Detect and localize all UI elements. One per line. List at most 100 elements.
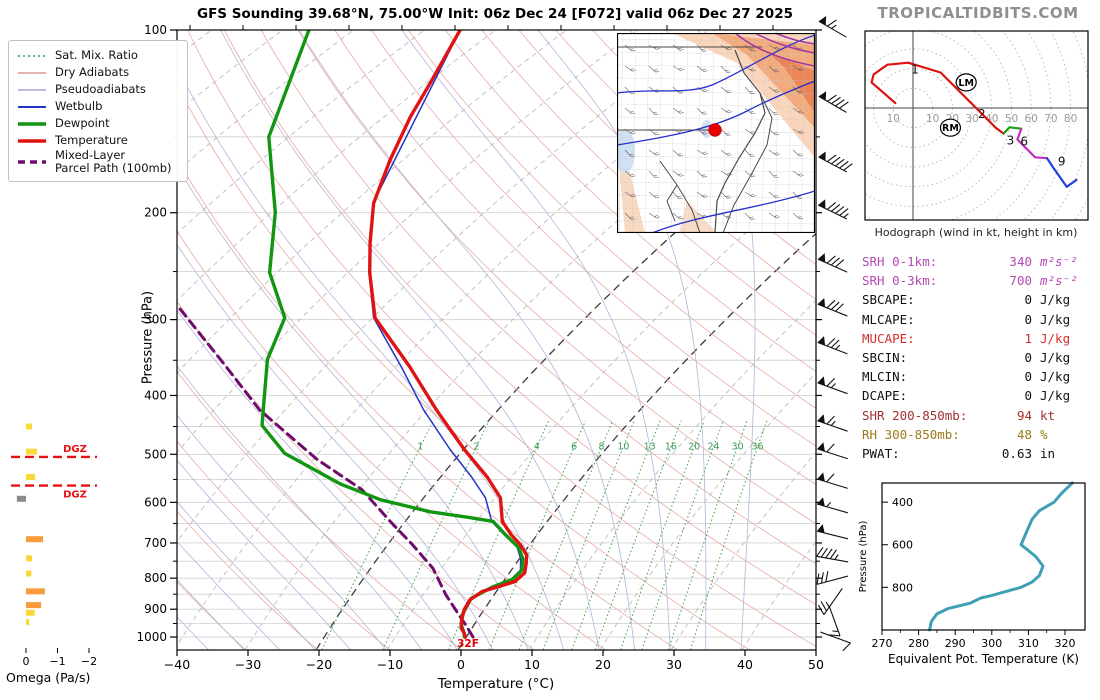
legend: Sat. Mix. Ratio Dry Adiabats Pseudoadiabat… [8,40,188,183]
stat-label: RH 300-850mb: [862,426,960,442]
stat-label: SHR 200-850mb: [862,407,968,423]
legend-item: Temperature [17,132,179,149]
stat-label: MLCIN: [862,369,908,385]
stat-label: SRH 0-3km: [862,273,938,289]
temperature-axis: −40 −30 −20 −10 0 10 20 30 40 50 Temperature (°C) [164,25,824,692]
stat-value: 0 [1024,311,1032,327]
legend-swatch-thin-salmon [18,71,46,74]
stat-row-rh-300-850mb: RH 300-850mb: 48% [862,425,1078,444]
dgz-markers: DGZ DGZ [11,444,97,501]
svg-text:10: 10 [926,113,939,125]
svg-text:10: 10 [617,442,629,453]
hodograph-caption: Hodograph (wind in kt, height in km) [874,226,1078,239]
omega-panel: 0 −1 −2 Omega (Pa/s) [6,423,97,685]
height-label-9: 9 [1058,154,1066,168]
surface-temp-label: 32F [457,638,479,650]
svg-text:300: 300 [144,313,167,327]
dewpoint-curve [260,30,525,639]
wind-barb [817,472,848,489]
svg-text:40: 40 [985,113,998,125]
legend-label: Dewpoint [55,115,110,130]
pressure-axis-title: Pressure (hPa) [140,290,156,385]
svg-text:900: 900 [144,602,167,616]
svg-text:DGZ: DGZ [63,444,87,455]
hodo-frame [864,30,1089,221]
svg-text:400: 400 [144,388,167,402]
stat-unit: J/kg [1040,330,1071,346]
svg-text:16: 16 [665,442,677,453]
svg-text:600: 600 [144,495,167,509]
wind-barb [817,376,848,395]
stat-unit: % [1040,426,1048,442]
wind-barb [817,297,848,317]
legend-swatch-thin-lavender [18,88,46,91]
stat-unit: kt [1040,407,1056,423]
wind-barb [820,631,851,652]
hodograph-panel: 10102030405060708012369LMRM [864,30,1089,221]
stat-row-sbcape: SBCAPE: 0 J/kg [862,290,1078,309]
page-title: GFS Sounding 39.68°N, 75.00°W Init: 06z … [197,6,793,22]
omega-axis-title: Omega (Pa/s) [6,670,90,685]
svg-text:−20: −20 [306,657,332,672]
legend-label: Mixed-Layer Parcel Path (100mb) [55,148,172,176]
svg-text:24: 24 [707,442,719,453]
map-frame [617,33,815,233]
wind-barb [817,253,848,273]
wind-barb [817,588,843,616]
hodo-segment-6-9km [1016,127,1049,160]
wind-barb [816,571,849,585]
theta-e-panel: 270 280 290 300 310 320 400 600 800 Equivalent Po… [858,481,1086,666]
stat-value: 340 [1009,254,1032,269]
svg-text:2: 2 [473,442,479,453]
legend-swatch-green-thick [18,121,46,126]
legend-item: Pseudoadiabats [17,81,179,98]
svg-text:30: 30 [666,657,682,672]
stat-unit: J/kg [1040,369,1071,385]
svg-text:280: 280 [908,637,929,650]
stat-value: 0.63 [1001,446,1032,462]
stat-unit: m²s⁻² [1040,273,1078,289]
legend-item: Dry Adiabats [17,64,179,81]
temperature-axis-title: Temperature (°C) [437,676,555,692]
wind-barb [817,414,848,432]
wind-barb [818,16,847,38]
legend-item: Mixed-Layer Parcel Path (100mb) [17,148,179,176]
stat-value: 0 [1024,388,1032,404]
height-label-3: 3 [1007,134,1015,148]
stat-row-mucape: MUCAPE: 1 J/kg [862,329,1078,348]
stat-unit: J/kg [1040,311,1071,327]
stat-value: 0 [1024,350,1032,366]
stats-panel: SRH 0-1km: 340 m²s⁻² SRH 0-3km: 700 m²s⁻² SBCA… [862,252,1078,463]
legend-label: Pseudoadiabats [55,81,146,96]
stat-row-mlcin: MLCIN: 0 J/kg [862,367,1078,386]
legend-label: Wetbulb [55,98,103,113]
stat-value: 1 [1024,330,1032,346]
svg-text:30: 30 [732,442,744,453]
mixing-ratio-lines [321,420,768,650]
svg-text:10: 10 [524,657,540,672]
svg-text:50: 50 [1005,113,1018,125]
svg-text:270: 270 [872,637,893,650]
thetae-curve [928,481,1074,632]
svg-text:1000: 1000 [136,630,167,644]
inset-surface-map [617,33,815,233]
hodo-segment-9-12km [1045,157,1078,188]
height-label-1: 1 [911,63,919,77]
mixing-ratio-labels: 1 2 4 6 8 10 13 16 20 24 30 36 [417,442,763,453]
ring-labels: 101020304050607080 [887,113,1078,125]
svg-text:−2: −2 [81,655,97,668]
legend-swatch-red-thick [18,138,46,143]
svg-text:310: 310 [1018,637,1039,650]
plot-frame [176,29,817,651]
legend-swatch-blue [18,105,46,108]
legend-label: Dry Adiabats [55,64,130,79]
thetae-frame [881,482,1086,631]
stat-row-dcape: DCAPE: 0 J/kg [862,386,1078,405]
front-line [734,33,815,67]
storm-motion-LM [955,73,977,92]
svg-text:20: 20 [688,442,700,453]
wind-barb-column [816,16,853,652]
svg-text:290: 290 [945,637,966,650]
wind-barb [817,199,849,220]
